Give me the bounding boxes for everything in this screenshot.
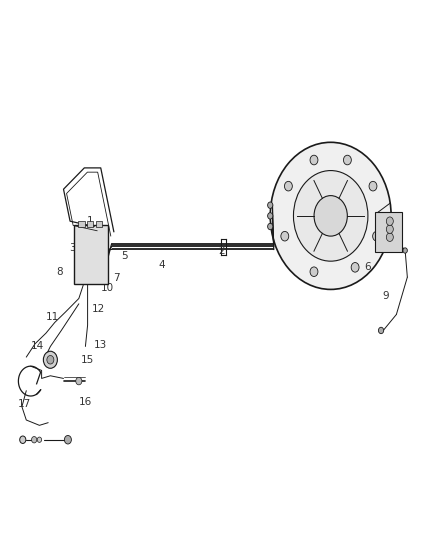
Text: 7: 7 [113, 273, 120, 283]
Text: 16: 16 [79, 398, 92, 407]
Circle shape [310, 267, 318, 277]
Circle shape [369, 181, 377, 191]
Circle shape [343, 155, 351, 165]
Circle shape [32, 437, 37, 443]
Text: 17: 17 [18, 399, 31, 409]
Circle shape [314, 196, 347, 236]
FancyBboxPatch shape [74, 225, 108, 284]
Circle shape [43, 351, 57, 368]
Text: 2: 2 [218, 246, 225, 255]
Text: 10: 10 [101, 283, 114, 293]
FancyBboxPatch shape [375, 212, 402, 252]
FancyBboxPatch shape [87, 221, 93, 227]
Text: 6: 6 [364, 262, 371, 271]
Circle shape [268, 202, 273, 208]
FancyBboxPatch shape [96, 221, 102, 227]
Circle shape [386, 225, 393, 233]
Text: 9: 9 [382, 291, 389, 301]
Text: 5: 5 [121, 251, 128, 261]
Circle shape [351, 263, 359, 272]
Circle shape [373, 231, 381, 241]
Text: 8: 8 [56, 267, 63, 277]
Text: 13: 13 [94, 341, 107, 350]
FancyBboxPatch shape [78, 221, 85, 227]
Circle shape [403, 248, 407, 253]
Circle shape [76, 377, 82, 385]
Circle shape [386, 233, 393, 241]
Text: 14: 14 [31, 342, 44, 351]
Circle shape [37, 437, 42, 442]
Circle shape [310, 155, 318, 165]
Circle shape [378, 327, 384, 334]
Text: 3: 3 [69, 243, 76, 253]
Text: 15: 15 [81, 355, 94, 365]
Circle shape [20, 436, 26, 443]
Circle shape [386, 217, 393, 225]
Text: 4: 4 [159, 261, 166, 270]
Circle shape [64, 435, 71, 444]
Circle shape [281, 231, 289, 241]
Circle shape [268, 213, 273, 219]
Circle shape [47, 356, 54, 364]
Text: 12: 12 [92, 304, 105, 314]
Text: 11: 11 [46, 312, 59, 322]
Text: 1: 1 [86, 216, 93, 226]
Circle shape [293, 171, 368, 261]
Circle shape [270, 142, 391, 289]
Circle shape [284, 181, 292, 191]
Circle shape [268, 223, 273, 230]
